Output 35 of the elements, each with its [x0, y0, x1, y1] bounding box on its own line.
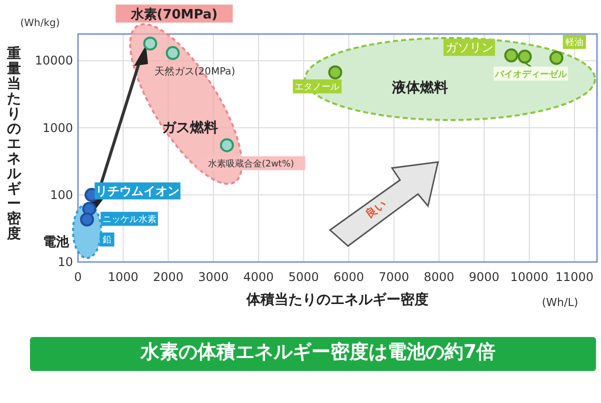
series-label: ガソリン — [445, 40, 494, 55]
x-tick-label: 9000 — [468, 270, 500, 284]
series-label: エタノール — [294, 82, 340, 93]
text: 重量当たりのエネルギー密度 — [7, 46, 21, 242]
y-tick-label: 100 — [50, 188, 73, 202]
x-axis-title: 体積当たりのエネルギー密度 — [246, 291, 428, 308]
text: 水素の体積エネルギー密度は電池の約7倍 — [139, 341, 496, 363]
series-label: 天然ガス(20MPa) — [154, 66, 236, 78]
y-tick-label: 10000 — [34, 54, 73, 68]
x-tick-label: 6000 — [334, 270, 364, 284]
x-tick-label: 8000 — [424, 270, 454, 284]
x-tick-label: 0 — [74, 270, 82, 284]
x-tick-label: 10000 — [510, 270, 548, 284]
series-label: 水素吸蔵合金(2wt%) — [208, 158, 294, 170]
series-label: 鉛 — [102, 234, 112, 246]
series-label: ニッケル水素 — [102, 214, 156, 226]
x-tick-label: 11000 — [555, 270, 594, 284]
annotation: 良い — [363, 197, 389, 221]
series-label: リチウムイオン — [96, 184, 180, 198]
x-tick-label: 7000 — [378, 270, 410, 284]
x-tick-label: 2000 — [152, 270, 184, 284]
y-tick-label: 10 — [58, 255, 73, 269]
legend-label: バイオディーゼル — [494, 68, 568, 80]
series-label: 軽油 — [565, 37, 584, 48]
annotation: 液体燃料 — [391, 79, 448, 96]
x-tick-label: 4000 — [243, 270, 274, 284]
x-tick-label: 3000 — [198, 270, 229, 284]
series-label: 水素(70MPa) — [130, 6, 218, 22]
text: (Wh/kg) — [20, 18, 60, 29]
x-tick-label: 5000 — [288, 270, 319, 284]
y-tick-label: 1000 — [42, 120, 73, 135]
x-tick-label: 1000 — [108, 270, 138, 284]
annotation: ガス燃料 — [162, 120, 218, 136]
text: (Wh/L) — [542, 296, 578, 309]
text: 電池 — [43, 235, 70, 250]
